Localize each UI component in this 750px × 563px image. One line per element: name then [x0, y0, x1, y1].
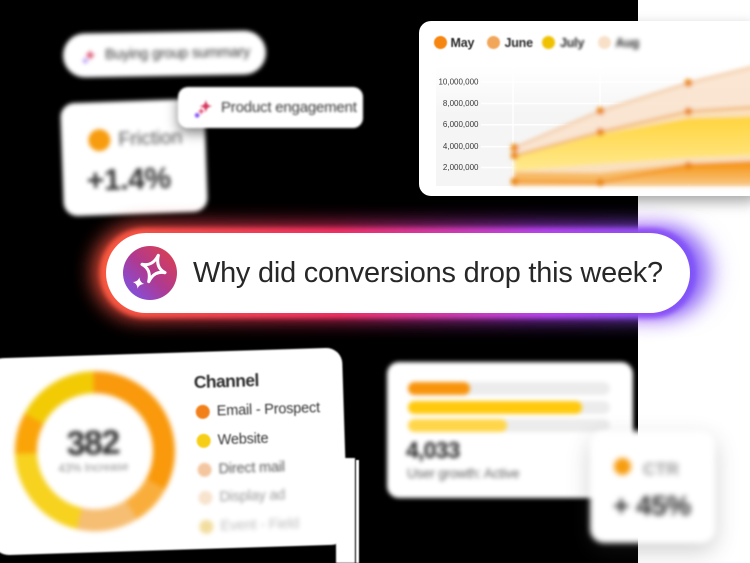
svg-text:2,000,000: 2,000,000: [443, 163, 479, 172]
svg-text:8,000,000: 8,000,000: [443, 99, 479, 108]
svg-text:4,000,000: 4,000,000: [443, 142, 479, 151]
svg-text:6,000,000: 6,000,000: [443, 120, 479, 129]
svg-text:10,000,000: 10,000,000: [438, 78, 479, 87]
